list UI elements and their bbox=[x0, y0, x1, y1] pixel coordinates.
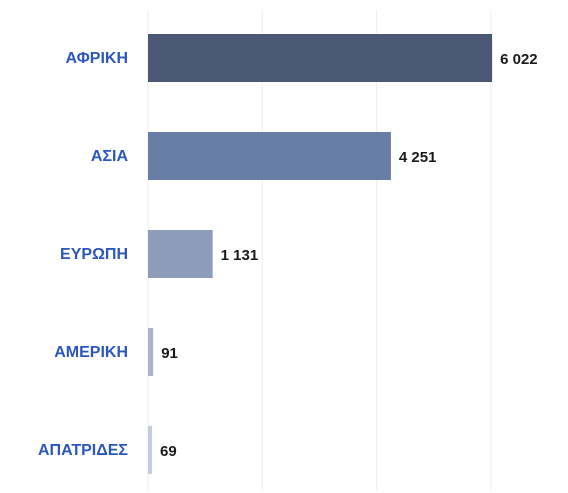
bar bbox=[148, 34, 493, 82]
category-label: ΑΜΕΡΙΚΗ bbox=[54, 344, 128, 361]
value-label: 6 022 bbox=[500, 51, 538, 68]
value-label: 69 bbox=[160, 443, 177, 460]
bar bbox=[148, 426, 152, 474]
bar bbox=[148, 328, 154, 376]
category-label: ΑΣΙΑ bbox=[91, 148, 129, 165]
bar bbox=[148, 132, 391, 180]
category-label: ΕΥΡΩΠΗ bbox=[60, 246, 128, 263]
category-label: ΑΠΑΤΡΙΔΕΣ bbox=[38, 442, 128, 459]
bar bbox=[148, 230, 213, 278]
category-label: ΑΦΡΙΚΗ bbox=[66, 50, 128, 67]
value-label: 1 131 bbox=[221, 247, 259, 264]
value-label: 91 bbox=[161, 345, 178, 362]
value-label: 4 251 bbox=[399, 149, 437, 166]
